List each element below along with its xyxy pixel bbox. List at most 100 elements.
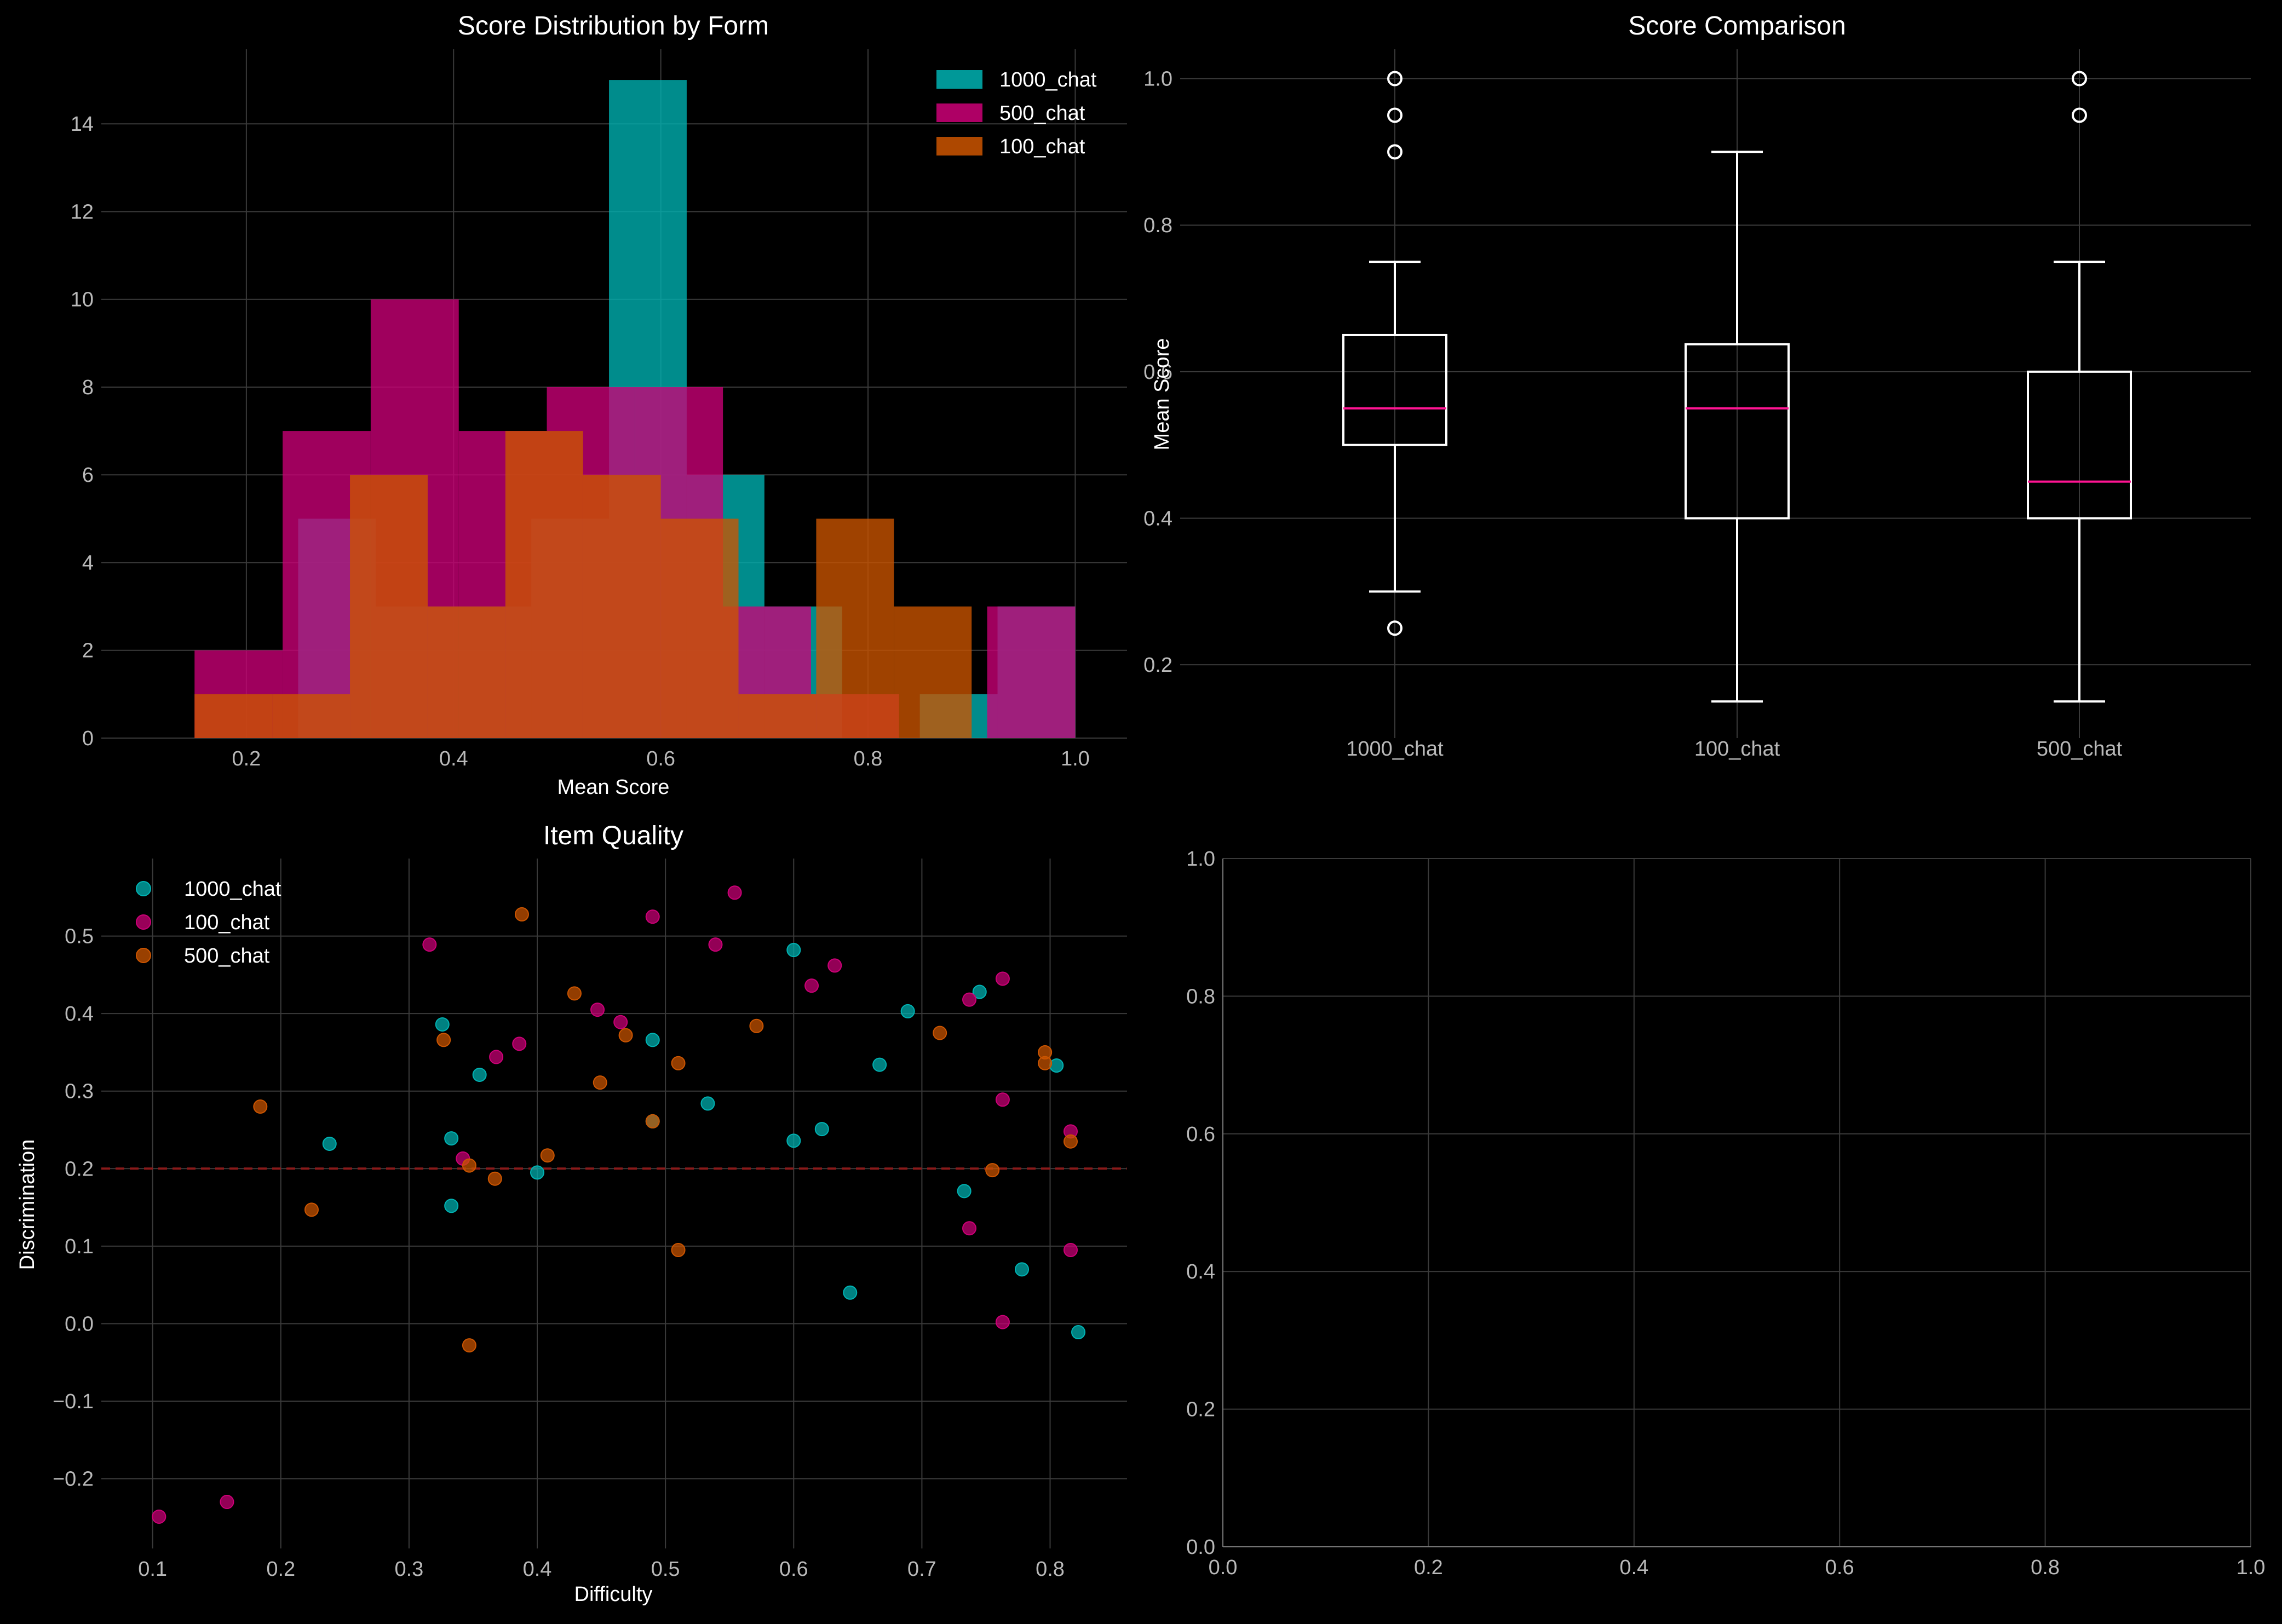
box-1000-chat bbox=[1342, 333, 1447, 446]
scatter-x-tick: 0.3 bbox=[394, 1558, 423, 1581]
histogram-bar-100-chat bbox=[505, 431, 583, 738]
histogram-bar-100-chat bbox=[350, 475, 428, 738]
scatter-point-100-chat bbox=[995, 1092, 1010, 1107]
scatter-x-tick: 0.1 bbox=[138, 1558, 167, 1581]
histogram-bar-500-chat bbox=[987, 606, 1076, 738]
scatter-point-500-chat bbox=[933, 1026, 947, 1040]
scatter-x-tick: 0.6 bbox=[779, 1558, 808, 1581]
scatter-point-100-chat bbox=[962, 992, 977, 1007]
outlier-1000-chat bbox=[1387, 620, 1402, 636]
scatter-x-tick: 0.2 bbox=[266, 1558, 295, 1581]
histogram-y-tick: 10 bbox=[71, 289, 94, 312]
boxplot-y-tick: 1.0 bbox=[1143, 68, 1172, 91]
histogram-x-tick: 0.6 bbox=[646, 747, 675, 770]
histogram-title: Score Distribution by Form bbox=[458, 11, 769, 41]
scatter-point-500-chat bbox=[304, 1202, 319, 1217]
empty-panel-grid bbox=[1222, 858, 2251, 1547]
scatter-y-tick: −0.2 bbox=[53, 1468, 94, 1491]
legend-marker-500-chat bbox=[136, 948, 151, 963]
scatter-point-1000-chat bbox=[786, 1133, 801, 1148]
scatter-point-100-chat bbox=[645, 909, 660, 924]
empty-panel-x-tick: 0.8 bbox=[2031, 1556, 2060, 1579]
boxplot-panel: Score Comparison 1000_chat 100_chat 500_… bbox=[1143, 11, 2251, 761]
legend-label-500-chat: 500_chat bbox=[999, 102, 1085, 125]
histogram-y-tick: 6 bbox=[82, 464, 94, 487]
scatter-point-500-chat bbox=[462, 1158, 476, 1173]
legend-label-1000-chat: 1000_chat bbox=[999, 68, 1097, 91]
histogram-y-tick: 12 bbox=[71, 200, 94, 223]
scatter-point-500-chat bbox=[671, 1242, 686, 1257]
legend-marker-100-chat bbox=[136, 914, 151, 930]
scatter-y-label: Discrimination bbox=[16, 1139, 39, 1270]
scatter-point-500-chat bbox=[749, 1018, 764, 1033]
scatter-point-100-chat bbox=[422, 937, 437, 952]
scatter-point-500-chat bbox=[618, 1028, 633, 1043]
scatter-point-1000-chat bbox=[322, 1136, 337, 1151]
scatter-point-500-chat bbox=[1063, 1134, 1078, 1149]
scatter-x-tick: 0.4 bbox=[523, 1558, 552, 1581]
histogram-bar-100-chat bbox=[894, 606, 972, 738]
histogram-bar-100-chat bbox=[583, 475, 661, 738]
histogram-x-ticks: 0.2 0.4 0.6 0.8 1.0 bbox=[232, 747, 1089, 770]
scatter-point-1000-chat bbox=[530, 1165, 545, 1180]
scatter-point-100-chat bbox=[708, 937, 723, 952]
scatter-point-100-chat bbox=[727, 885, 742, 900]
histogram-x-tick: 1.0 bbox=[1061, 747, 1090, 770]
scatter-point-1000-chat bbox=[900, 1004, 915, 1018]
empty-panel-y-ticks: 0.0 0.2 0.4 0.6 0.8 1.0 bbox=[1186, 848, 1215, 1559]
empty-panel-x-tick: 0.6 bbox=[1825, 1556, 1854, 1579]
histogram-bar-100-chat bbox=[738, 694, 817, 738]
histogram-y-tick: 14 bbox=[71, 113, 94, 136]
empty-panel-x-tick: 0.0 bbox=[1209, 1556, 1238, 1579]
histogram-y-tick: 8 bbox=[82, 376, 94, 399]
scatter-point-100-chat bbox=[804, 978, 819, 993]
scatter-point-500-chat bbox=[540, 1148, 555, 1163]
histogram-y-tick: 4 bbox=[82, 551, 94, 574]
boxplot-y-label: Mean Score bbox=[1151, 338, 1174, 451]
boxplot-y-ticks: 0.2 0.4 0.6 0.8 1.0 bbox=[1143, 68, 1172, 677]
scatter-y-tick: −0.1 bbox=[53, 1390, 94, 1413]
empty-panel-y-tick: 0.4 bbox=[1186, 1260, 1215, 1283]
scatter-point-1000-chat bbox=[957, 1184, 972, 1199]
legend-marker-1000-chat bbox=[136, 881, 151, 896]
scatter-point-1000-chat bbox=[872, 1057, 887, 1072]
scatter-y-tick: 0.1 bbox=[65, 1235, 94, 1258]
empty-panel-y-tick: 0.6 bbox=[1186, 1123, 1215, 1146]
histogram-bar-100-chat bbox=[427, 606, 505, 738]
boxplot-title: Score Comparison bbox=[1628, 11, 1846, 41]
scatter-y-tick: 0.5 bbox=[65, 925, 94, 948]
histogram-panel: Score Distribution by Form 0.2 0.4 0.6 0… bbox=[71, 11, 1127, 799]
scatter-point-500-chat bbox=[671, 1056, 686, 1070]
boxplot-y-tick: 0.6 bbox=[1143, 361, 1172, 384]
scatter-point-1000-chat bbox=[700, 1096, 715, 1111]
scatter-x-ticks: 0.1 0.2 0.3 0.4 0.5 0.6 0.7 0.8 bbox=[138, 1558, 1065, 1581]
scatter-point-500-chat bbox=[567, 986, 582, 1001]
boxplot-boxes bbox=[1342, 71, 2132, 703]
scatter-y-tick: 0.3 bbox=[65, 1080, 94, 1103]
scatter-point-100-chat bbox=[1063, 1242, 1078, 1257]
scatter-point-1000-chat bbox=[444, 1131, 459, 1146]
empty-panel-y-tick: 1.0 bbox=[1186, 848, 1215, 871]
outlier-500-chat bbox=[2072, 71, 2087, 87]
histogram-x-label: Mean Score bbox=[557, 776, 670, 799]
scatter-point-100-chat bbox=[962, 1221, 977, 1236]
scatter-points bbox=[152, 885, 1086, 1524]
scatter-y-tick: 0.2 bbox=[65, 1157, 94, 1180]
outlier-1000-chat bbox=[1387, 107, 1402, 123]
empty-panel-x-tick: 0.4 bbox=[1619, 1556, 1648, 1579]
scatter-point-500-chat bbox=[1038, 1056, 1053, 1070]
histogram-bar-100-chat bbox=[660, 519, 739, 738]
scatter-point-100-chat bbox=[590, 1003, 605, 1017]
scatter-point-1000-chat bbox=[843, 1285, 858, 1300]
empty-panel: 0.0 0.2 0.4 0.6 0.8 1.0 0.0 0.2 0.4 0.6 … bbox=[1186, 848, 2265, 1579]
histogram-bar-100-chat bbox=[816, 519, 894, 738]
histogram-bar-100-chat bbox=[272, 694, 350, 738]
box-500-chat bbox=[2027, 370, 2132, 520]
scatter-point-100-chat bbox=[489, 1050, 504, 1064]
empty-panel-x-tick: 1.0 bbox=[2237, 1556, 2266, 1579]
histogram-y-ticks: 0 2 4 6 8 10 12 14 bbox=[71, 113, 94, 750]
outlier-1000-chat bbox=[1387, 71, 1402, 87]
histogram-x-tick: 0.8 bbox=[854, 747, 883, 770]
scatter-x-tick: 0.8 bbox=[1036, 1558, 1065, 1581]
